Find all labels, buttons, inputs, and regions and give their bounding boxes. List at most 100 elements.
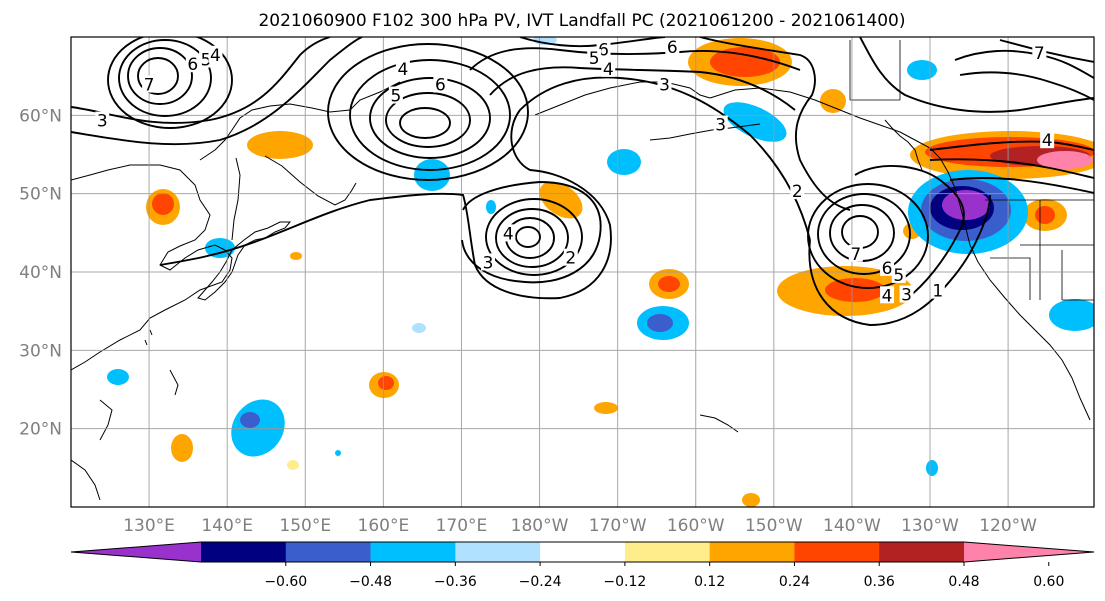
anomaly-positive bbox=[1035, 206, 1055, 224]
colorbar-segment bbox=[285, 542, 372, 562]
contour-label: 5 bbox=[390, 87, 401, 107]
contour-label: 6 bbox=[187, 55, 198, 75]
contour-line bbox=[127, 47, 193, 105]
lon-tick-label: 160°E bbox=[358, 516, 410, 536]
graticule bbox=[71, 37, 1094, 507]
contour-label-bg bbox=[395, 59, 410, 77]
contour-label: 4 bbox=[210, 46, 221, 66]
contour-label-bg bbox=[790, 182, 805, 200]
anomaly-negative bbox=[486, 200, 496, 214]
contour-label: 5 bbox=[589, 49, 600, 69]
contour-line bbox=[107, 37, 233, 129]
contour-line bbox=[385, 92, 471, 148]
colorbar-tick-label: 0.48 bbox=[948, 574, 979, 590]
lat-tick-label: 50°N bbox=[19, 185, 62, 205]
contour-label: 7 bbox=[850, 245, 861, 265]
contour-line bbox=[469, 47, 801, 71]
colorbar-segment bbox=[201, 542, 287, 562]
colorbar-tick-label: 0.36 bbox=[864, 574, 895, 590]
contour-line bbox=[369, 77, 491, 159]
colorbar-tick-label: −0.36 bbox=[434, 574, 477, 590]
anomaly-negative bbox=[107, 369, 129, 385]
colorbar: −0.60 −0.48 −0.36 −0.24 −0.12 0.12 0.24 0.36 0.4… bbox=[70, 541, 1095, 590]
anomaly-negative bbox=[240, 412, 260, 428]
coastlines bbox=[71, 81, 1091, 501]
contour-line bbox=[854, 165, 965, 301]
colorbar-tick-label: 0.24 bbox=[779, 574, 810, 590]
anomaly-negative bbox=[647, 314, 673, 332]
anomaly-negative bbox=[907, 60, 937, 80]
colorbar-extend-low bbox=[71, 542, 201, 562]
contour-label-bg bbox=[880, 258, 895, 276]
contour-line bbox=[489, 66, 796, 111]
contour-label: 3 bbox=[901, 286, 912, 306]
anomaly-positive bbox=[171, 434, 193, 462]
anomaly-negative bbox=[942, 190, 990, 220]
contour-label: 6 bbox=[882, 259, 893, 279]
contour-line bbox=[949, 177, 1094, 194]
lon-tick-label: 180°W bbox=[511, 516, 569, 536]
lon-tick-label: 140°W bbox=[823, 516, 881, 536]
contour-line bbox=[859, 37, 1094, 113]
colorbar-extend-high bbox=[964, 542, 1094, 562]
anomaly-positive bbox=[742, 493, 760, 507]
anomaly-positive bbox=[1037, 151, 1093, 169]
colorbar-segment bbox=[624, 542, 711, 562]
contour-label: 1 bbox=[932, 282, 943, 302]
longitude-labels: 130°E 140°E 150°E 160°E 170°E 180°W 170°W 160°W… bbox=[123, 516, 1037, 536]
anomaly-positive bbox=[247, 131, 313, 159]
colorbar-tick-label: 0.60 bbox=[1033, 574, 1064, 590]
contour-label-bg bbox=[1040, 131, 1055, 149]
anomaly-negative bbox=[926, 460, 938, 476]
contour-label-bg bbox=[501, 224, 516, 242]
anomaly-positive bbox=[152, 193, 174, 215]
lat-tick-label: 60°N bbox=[19, 106, 62, 126]
contour-line bbox=[71, 37, 331, 124]
contour-label: 7 bbox=[1034, 44, 1045, 64]
anomaly-positive bbox=[539, 181, 583, 219]
contour-label: 2 bbox=[565, 249, 576, 269]
contour-label: 4 bbox=[503, 224, 514, 244]
contour-label: 5 bbox=[201, 51, 212, 71]
contour-line bbox=[929, 158, 1094, 179]
colorbar-segment bbox=[709, 542, 795, 562]
contour-label: 6 bbox=[598, 40, 609, 60]
contour-label: 3 bbox=[483, 253, 494, 273]
anomaly-positive bbox=[710, 47, 780, 77]
contour-label-bg bbox=[1032, 44, 1047, 62]
contour-label: 4 bbox=[1042, 131, 1053, 151]
colorbar-segment bbox=[540, 542, 626, 562]
lon-tick-label: 170°E bbox=[436, 516, 488, 536]
lon-tick-label: 160°W bbox=[667, 516, 725, 536]
lon-tick-label: 120°W bbox=[979, 516, 1037, 536]
colorbar-tick-label: −0.60 bbox=[264, 574, 307, 590]
colorbar-tick-label: −0.24 bbox=[519, 574, 562, 590]
contour-label-bg bbox=[899, 285, 914, 303]
anomaly-negative bbox=[335, 450, 341, 456]
anomaly-negative bbox=[607, 149, 641, 175]
contour-label: 3 bbox=[659, 76, 670, 96]
contour-line bbox=[137, 57, 179, 95]
contour-label: 2 bbox=[792, 182, 803, 202]
anomaly-positive bbox=[378, 376, 394, 390]
anomaly-positive bbox=[594, 402, 618, 414]
contour-line bbox=[461, 181, 602, 284]
anomaly-negative bbox=[723, 102, 787, 142]
contour-label-bg bbox=[142, 75, 157, 93]
contour-line bbox=[817, 193, 911, 275]
latitude-labels: 60°N 50°N 40°N 30°N 20°N bbox=[19, 106, 62, 439]
pv-contours bbox=[71, 37, 1094, 326]
contour-label-bg bbox=[713, 115, 728, 133]
colorbar-segment bbox=[794, 542, 880, 562]
colorbar-segment bbox=[879, 542, 965, 562]
contour-line bbox=[495, 208, 569, 268]
contour-label: 3 bbox=[97, 112, 108, 132]
contour-label-bg bbox=[665, 37, 680, 55]
contour-line bbox=[515, 226, 541, 248]
contour-label-bg bbox=[930, 281, 945, 299]
contour-label-bg bbox=[880, 286, 895, 304]
contour-label: 5 bbox=[893, 266, 904, 286]
contour-label-bg bbox=[657, 75, 672, 93]
